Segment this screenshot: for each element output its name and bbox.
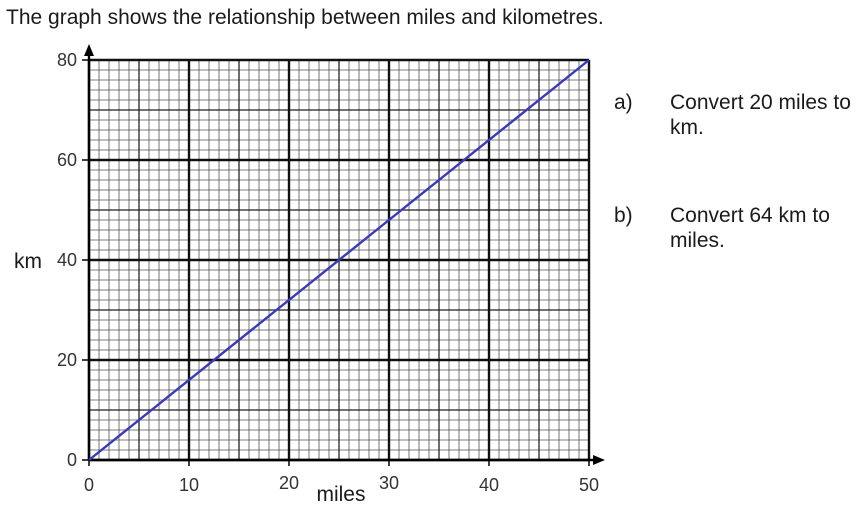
y-tick-label: 0 <box>67 450 77 470</box>
axes <box>84 44 605 465</box>
intro-text: The graph shows the relationship between… <box>6 6 604 29</box>
x-tick-label: 40 <box>479 475 499 495</box>
series-line <box>88 59 590 461</box>
series-layer <box>88 59 590 461</box>
question-b-letter: b) <box>614 204 633 227</box>
tick-labels: 0 10 20 30 40 50 0 20 40 60 80 <box>57 50 599 495</box>
y-tick-label: 80 <box>57 50 77 70</box>
y-tick-label: 40 <box>57 250 77 270</box>
y-tick-label: 20 <box>57 350 77 370</box>
x-tick-label: 20 <box>279 473 299 493</box>
question-b-text: Convert 64 km to miles. <box>670 204 830 252</box>
question-a-text: Convert 20 miles to km. <box>670 91 851 139</box>
x-tick-label: 30 <box>379 473 399 493</box>
x-tick-label: 50 <box>579 475 599 495</box>
x-tick-label: 0 <box>84 475 94 495</box>
y-axis-arrow-icon <box>84 44 94 56</box>
y-axis-label: km <box>14 250 42 273</box>
x-axis-label: miles <box>316 483 365 506</box>
question-a-letter: a) <box>614 91 633 114</box>
x-tick-label: 10 <box>179 475 199 495</box>
y-tick-label: 60 <box>57 150 77 170</box>
x-axis-arrow-icon <box>593 455 605 465</box>
